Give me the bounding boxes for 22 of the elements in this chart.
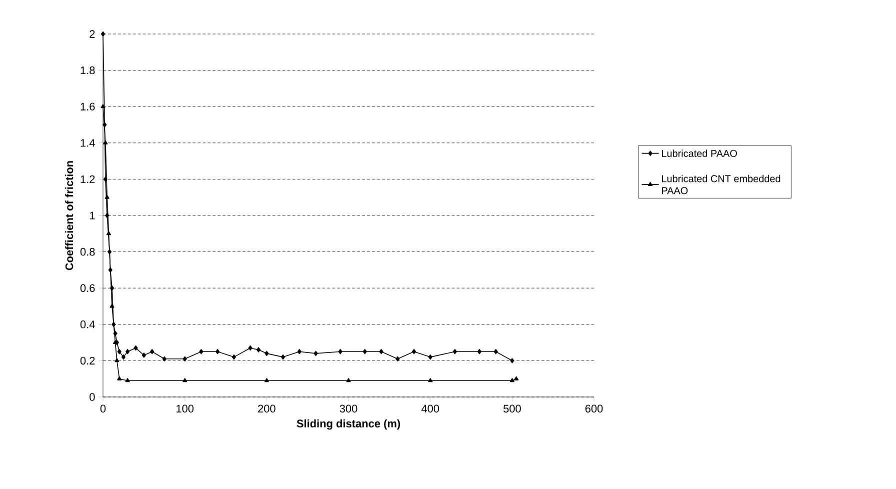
- legend-label: Lubricated PAAO: [662, 150, 737, 157]
- y-tick-label: 0.6: [80, 284, 95, 292]
- y-axis-title: Coefficient of friction: [65, 161, 74, 270]
- x-tick-label: 300: [340, 404, 358, 413]
- y-tick-label: 1.4: [80, 139, 95, 147]
- x-axis-title: Sliding distance (m): [296, 419, 400, 430]
- y-tick-label: 0.2: [80, 356, 95, 365]
- y-tick-label: 0: [90, 393, 95, 401]
- legend-label: Lubricated CNT embedded PAAO: [662, 174, 780, 194]
- y-tick-label: 1: [90, 212, 95, 220]
- y-tick-label: 2: [90, 30, 95, 38]
- x-tick-label: 100: [176, 404, 194, 413]
- y-tick-label: 1.8: [80, 66, 95, 74]
- x-tick-label: 200: [258, 404, 276, 413]
- x-tick-label: 600: [585, 404, 603, 413]
- y-tick-label: 0.8: [80, 248, 95, 256]
- x-tick-label: 0: [100, 404, 106, 413]
- x-tick-label: 400: [421, 404, 440, 413]
- y-tick-label: 1.2: [80, 175, 95, 184]
- x-tick-label: 500: [503, 404, 521, 413]
- y-tick-label: 0.4: [80, 320, 95, 328]
- y-tick-label: 1.6: [80, 102, 95, 110]
